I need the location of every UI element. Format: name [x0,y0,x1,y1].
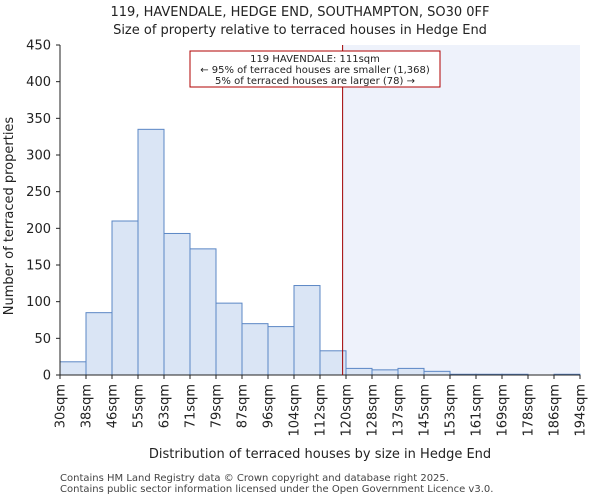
bars-layer [59,128,581,376]
x-tick-label: 79sqm [210,384,225,428]
annotation-line-1: 119 HAVENDALE: 111sqm [250,54,380,65]
x-tick-label: 96sqm [262,384,277,428]
annotation-line-2: ← 95% of terraced houses are smaller (1,… [200,65,430,76]
bar-96sqm [267,326,295,376]
bar-30sqm [59,361,87,376]
x-tick-label: 112sqm [314,384,329,437]
x-tick-label: 178sqm [522,384,537,437]
y-tick-label: 0 [43,369,51,384]
chart-subtitle: Size of property relative to terraced ho… [113,23,487,38]
y-axis-title: Number of terraced properties [2,117,17,316]
x-tick-label: 169sqm [496,384,511,437]
x-tick-label: 186sqm [548,384,563,437]
bar-145sqm [423,370,451,376]
annotation-line-3: 5% of terraced houses are larger (78) → [215,76,415,87]
y-tick-label: 450 [26,39,51,54]
chart-title-address: 119, HAVENDALE, HEDGE END, SOUTHAMPTON, … [110,5,490,20]
highlight-layer [342,45,580,375]
bar-104sqm [293,285,321,376]
x-tick-label: 63sqm [158,384,173,428]
x-tick-label: 161sqm [470,384,485,437]
footer-attribution: Contains HM Land Registry data © Crown c… [60,473,493,495]
x-tick-label: 153sqm [444,384,459,437]
footer-licence-line: Contains public sector information licen… [60,484,494,495]
larger-properties-region [342,45,580,375]
bar-55sqm [137,128,165,376]
annotation-box [189,50,441,88]
y-tick-label: 350 [26,112,51,127]
x-tick-label: 87sqm [236,384,251,428]
chart-title-block: 119, HAVENDALE, HEDGE END, SOUTHAMPTON, … [0,4,600,40]
x-tick-label: 145sqm [418,384,433,437]
x-tick-label: 137sqm [392,384,407,437]
y-tick-label: 300 [26,149,51,164]
x-axis-title: Distribution of terraced houses by size … [149,447,491,462]
bar-87sqm [241,323,269,376]
annotation-layer: 119 HAVENDALE: 111sqm← 95% of terraced h… [189,50,441,88]
x-tick-label: 128sqm [366,384,381,437]
bar-79sqm [215,302,243,376]
bar-112sqm [319,350,347,376]
ticks-layer: 0 50 100 150 200 250 300 350 400 450 30sqm 38sqm 46s… [26,39,588,437]
y-tick-label: 50 [34,332,51,347]
bar-120sqm [345,367,373,376]
bar-38sqm [85,312,113,376]
y-tick-label: 250 [26,185,51,200]
footer-copyright-line: Contains HM Land Registry data © Crown c… [60,473,449,484]
x-tick-label: 46sqm [106,384,121,428]
bar-71sqm [189,248,217,376]
y-tick-label: 100 [26,295,51,310]
bar-137sqm [397,367,425,376]
bar-46sqm [111,220,139,376]
y-tick-label: 200 [26,222,51,237]
x-tick-label: 120sqm [340,384,355,437]
bar-63sqm [163,232,191,376]
bar-128sqm [371,369,399,376]
x-tick-label: 38sqm [80,384,95,428]
x-tick-label: 194sqm [574,384,589,437]
y-tick-label: 400 [26,75,51,90]
x-tick-label: 71sqm [184,384,199,428]
x-tick-label: 30sqm [54,384,69,428]
x-tick-label: 104sqm [288,384,303,437]
x-tick-label: 55sqm [132,384,147,428]
y-tick-label: 150 [26,259,51,274]
